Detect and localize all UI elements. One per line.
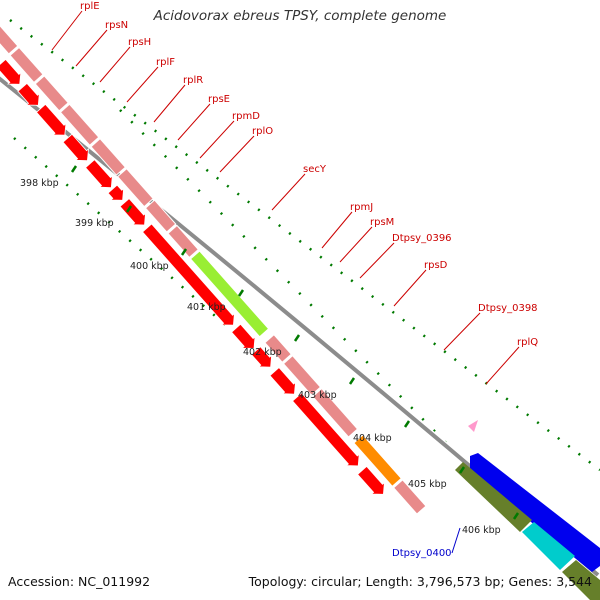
cds-arrow	[250, 346, 273, 368]
gene-label-rpsN: rpsN	[105, 20, 128, 31]
outer-gene-block	[392, 479, 427, 515]
outer-gene-block	[144, 199, 177, 233]
olive-gene-tail	[562, 560, 600, 600]
accession-text: Accession: NC_011992	[8, 574, 151, 589]
label-leader-line	[321, 211, 353, 249]
gene-label-secY: secY	[303, 164, 327, 175]
label-leader-line	[359, 242, 395, 279]
outer-gene-block	[311, 387, 359, 438]
gene-label-rplR: rplR	[183, 75, 203, 86]
cds-arrow	[107, 184, 125, 201]
outer-gene-block	[34, 75, 69, 112]
gene-label-Dtpsy_0398: Dtpsy_0398	[478, 303, 538, 314]
outer-gene-block	[9, 46, 44, 84]
label-leader-line	[199, 120, 235, 159]
kbp-label: 405 kbp	[408, 479, 447, 490]
outer-gene-block	[116, 167, 154, 208]
cds-arrow	[231, 323, 256, 349]
gene-label-rpsM: rpsM	[370, 217, 394, 228]
cds-arrow	[142, 223, 235, 326]
gene-label-rplO: rplO	[252, 126, 273, 137]
kbp-scale-labels: 398 kbp 399 kbp 400 kbp 401 kbp 402 kbp 403 k…	[20, 165, 520, 536]
kbp-tick	[70, 165, 78, 173]
gene-label-rplF: rplF	[156, 57, 175, 68]
gene-label-rpsD: rpsD	[424, 260, 448, 271]
gene-label-rplE: rplE	[80, 1, 100, 12]
outer-gene-block	[0, 25, 19, 55]
kbp-label: 401 kbp	[187, 302, 226, 313]
label-leader-line	[99, 46, 131, 83]
kbp-label: 406 kbp	[462, 525, 501, 536]
kbp-tick	[403, 420, 411, 428]
gene-label-Dtpsy_0396: Dtpsy_0396	[392, 233, 452, 244]
outer-gene-block	[59, 103, 100, 146]
label-leader-line	[485, 346, 520, 385]
kbp-tick	[180, 248, 188, 256]
kbp-label: 399 kbp	[75, 218, 114, 229]
kbp-label: 400 kbp	[130, 261, 169, 272]
kbp-tick	[458, 466, 466, 474]
label-leader-line	[153, 84, 186, 123]
outer-gene-block	[167, 224, 200, 259]
label-leader-line	[219, 135, 255, 173]
kbp-label: 402 kbp	[243, 347, 282, 358]
blue-gene-block	[470, 453, 600, 572]
topology-text: Topology: circular; Length: 3,796,573 bp…	[248, 574, 592, 589]
label-leader-line	[177, 103, 211, 141]
tick-row	[119, 109, 600, 600]
kbp-label: 404 kbp	[353, 433, 392, 444]
cds-arrow	[269, 367, 296, 395]
label-leader-line	[271, 173, 306, 211]
outer-feature-ring	[0, 25, 600, 600]
gene-label-rpsE: rpsE	[208, 94, 230, 105]
outer-gene-block	[282, 354, 322, 396]
cyan-gene-block	[522, 522, 575, 570]
inner-cds-ring	[0, 58, 385, 495]
label-leader-line	[393, 269, 427, 307]
kbp-label: 403 kbp	[298, 390, 337, 401]
cds-arrow	[357, 465, 385, 495]
cds-arrow	[85, 159, 113, 189]
cds-arrow	[35, 103, 67, 136]
outer-gene-block	[264, 333, 292, 363]
label-leader-line	[451, 527, 461, 554]
cds-arrow	[0, 58, 22, 85]
label-leader-line	[75, 29, 108, 67]
gene-label-Dtpsy_0400: Dtpsy_0400	[392, 548, 452, 559]
small-pink-marker	[468, 420, 478, 432]
kbp-tick	[237, 289, 245, 297]
label-leader-line	[51, 10, 83, 51]
label-leader-line	[126, 66, 159, 103]
kbp-label: 398 kbp	[20, 178, 59, 189]
kbp-tick	[348, 377, 356, 385]
outer-gene-block	[90, 137, 127, 176]
outer-gene-block	[189, 250, 270, 338]
dtpsy0400-gene-block	[455, 462, 532, 532]
kbp-tick	[293, 334, 301, 342]
outer-gene-block	[353, 434, 403, 488]
cds-arrow	[62, 133, 89, 162]
kbp-tick	[512, 512, 520, 520]
cds-arrow	[17, 82, 40, 106]
label-leader-line	[443, 312, 481, 351]
cds-arrow	[292, 392, 360, 467]
map-title: Acidovorax ebreus TPSY, complete genome	[153, 8, 447, 24]
kbp-tick	[125, 205, 133, 213]
gene-label-rpmJ: rpmJ	[350, 202, 373, 213]
gene-label-rpsH: rpsH	[128, 37, 151, 48]
gene-label-rplQ: rplQ	[517, 337, 538, 348]
label-leader-line	[339, 226, 373, 263]
gene-label-rpmD: rpmD	[232, 111, 260, 122]
cds-arrow	[119, 198, 146, 226]
